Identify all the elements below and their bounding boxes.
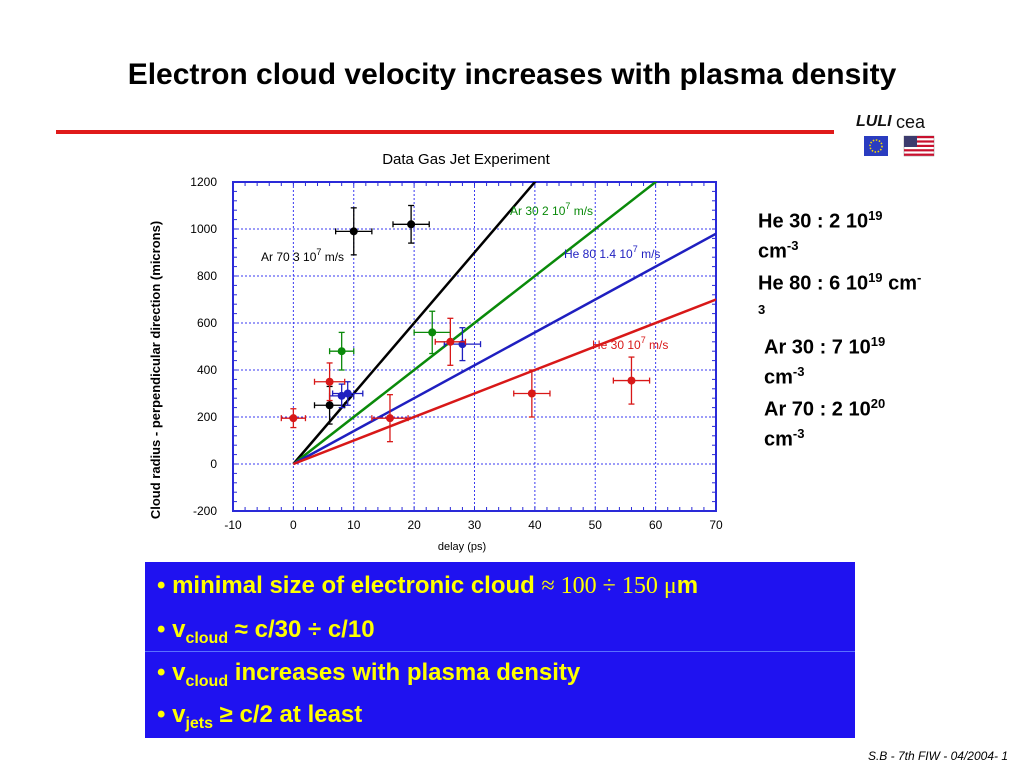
fit-line <box>292 182 537 465</box>
fit-line-label: Ar 70 3 107 m/s <box>261 247 344 264</box>
fit-line-label: Ar 30 2 107 m/s <box>510 201 593 218</box>
x-axis-label: delay (ps) <box>438 541 486 553</box>
chart: Data Gas Jet Experiment delay (ps) Cloud… <box>140 140 740 560</box>
bullet-cloud-size: • minimal size of electronic cloud ≈ 100… <box>157 572 699 599</box>
chart-title: Data Gas Jet Experiment <box>382 151 550 168</box>
data-point-he30 <box>325 377 334 386</box>
y-tick-label: 800 <box>197 269 217 283</box>
data-point-he30 <box>627 376 636 385</box>
data-point-he30 <box>385 414 394 423</box>
y-tick-label: 0 <box>210 457 217 471</box>
y-tick-label: -200 <box>193 504 217 518</box>
x-tick-label: 60 <box>649 518 663 532</box>
panel-divider <box>145 651 855 652</box>
title-underline <box>56 130 834 134</box>
cea-logo: cea <box>896 112 926 132</box>
legend-ar70: Ar 70 : 2 1020 cm-3 <box>764 396 886 451</box>
data-point-ar70 <box>325 401 334 410</box>
logo-area: LULI cea <box>852 104 942 164</box>
y-axis-label: Cloud radius - perpendicular direction (… <box>148 221 163 519</box>
y-tick-label: 200 <box>197 410 217 424</box>
us-flag-icon <box>903 135 935 157</box>
fit-line <box>292 298 716 466</box>
legend-ar70-text: Ar 70 : 2 10 <box>764 398 871 421</box>
chart-svg: Data Gas Jet Experiment delay (ps) Cloud… <box>148 151 723 553</box>
x-tick-label: 20 <box>407 518 421 532</box>
data-point-ar30 <box>337 347 346 356</box>
y-tick-label: 1200 <box>190 175 217 189</box>
legend-he30: He 30 : 2 1019 cm-3 <box>758 208 883 263</box>
legend-ar30: Ar 30 : 7 1019 cm-3 <box>764 334 886 389</box>
data-point-he80 <box>343 389 352 398</box>
density-legend: He 30 : 2 1019 cm-3 He 80 : 6 1019 cm- 3… <box>758 200 988 460</box>
fit-line-label: He 30 107 m/s <box>592 335 668 352</box>
data-point-he30 <box>446 337 455 346</box>
slide-title: Electron cloud velocity increases with p… <box>127 58 897 91</box>
legend-he80: He 80 : 6 1019 cm- 3 <box>758 270 922 317</box>
fit-line-label: He 80 1.4 107 m/s <box>564 244 660 261</box>
y-tick-label: 400 <box>197 363 217 377</box>
x-tick-label: 50 <box>589 518 603 532</box>
conclusions-panel: • minimal size of electronic cloud ≈ 100… <box>145 562 855 738</box>
y-tick-label: 1000 <box>190 222 217 236</box>
legend-he80-text: He 80 : 6 10 <box>758 272 869 295</box>
fit-line <box>292 232 716 466</box>
y-tick-label: 600 <box>197 316 217 330</box>
legend-ar30-text: Ar 30 : 7 10 <box>764 336 871 359</box>
x-tick-label: 70 <box>709 518 723 532</box>
logos-svg: LULI cea <box>856 112 935 157</box>
x-tick-label: 0 <box>290 518 297 532</box>
luli-logo: LULI <box>856 113 892 130</box>
data-point-he30 <box>289 414 298 423</box>
slide-footer: S.B - 7th FIW - 04/2004- 1 <box>867 749 1008 763</box>
x-tick-label: -10 <box>224 518 242 532</box>
data-point-ar70 <box>349 227 358 236</box>
x-tick-label: 10 <box>347 518 361 532</box>
legend-he30-text: He 30 : 2 10 <box>758 210 869 233</box>
bullet-vjets: • vjets ≥ c/2 at least <box>157 701 363 732</box>
x-tick-label: 40 <box>528 518 542 532</box>
x-tick-label: 30 <box>468 518 482 532</box>
fit-line <box>292 182 658 465</box>
data-point-he30 <box>527 389 536 398</box>
data-point-ar30 <box>428 328 437 337</box>
eu-flag-icon <box>864 136 888 156</box>
data-point-ar70 <box>407 220 416 229</box>
bullet-vcloud-density: • vcloud increases with plasma density <box>157 659 581 690</box>
bullet-vcloud-range: • vcloud ≈ c/30 ÷ c/10 <box>157 616 375 647</box>
